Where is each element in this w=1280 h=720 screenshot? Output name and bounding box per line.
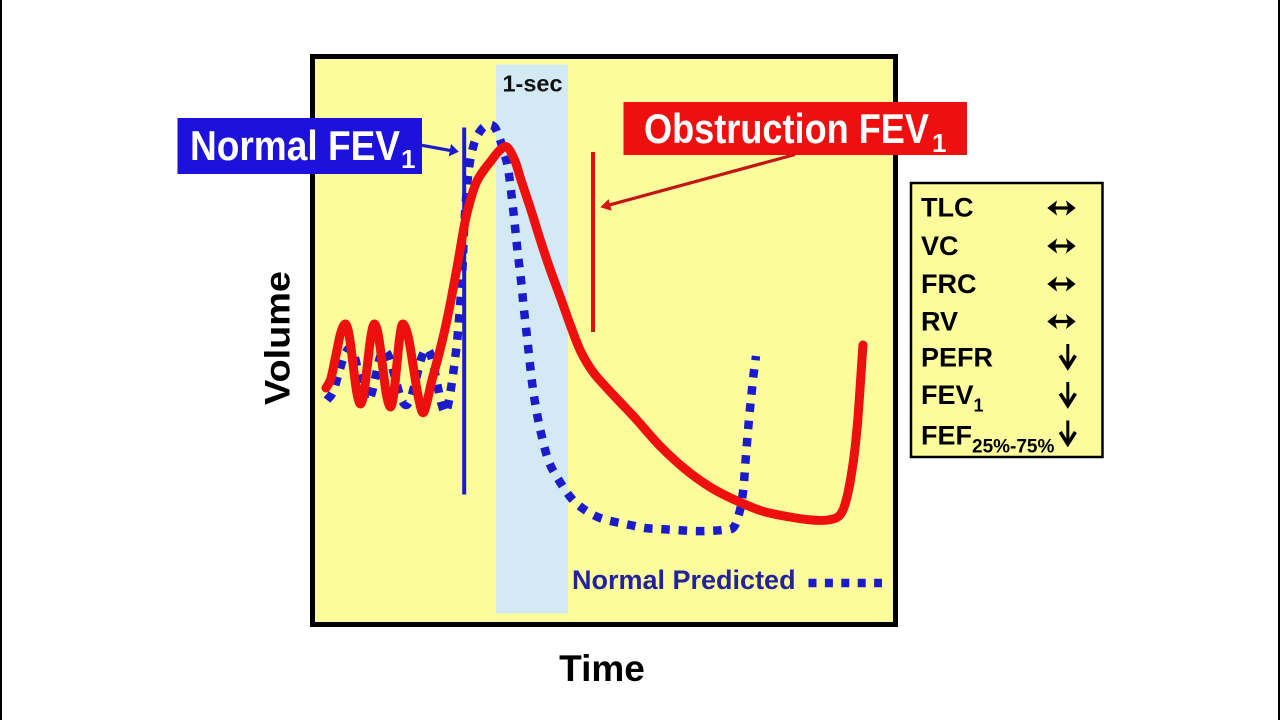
svg-text:TLC: TLC	[921, 193, 973, 223]
svg-text:FEV1: FEV1	[921, 380, 984, 416]
svg-text:1-sec: 1-sec	[502, 71, 562, 97]
svg-text:1: 1	[932, 128, 946, 158]
svg-text:1: 1	[401, 144, 415, 174]
svg-text:Normal Predicted: Normal Predicted	[572, 565, 796, 595]
svg-text:Obstruction FEV: Obstruction FEV	[644, 105, 929, 152]
svg-text:FRC: FRC	[921, 269, 977, 299]
svg-text:VC: VC	[921, 231, 959, 261]
svg-text:Time: Time	[559, 648, 645, 689]
svg-text:Volume: Volume	[259, 271, 298, 405]
svg-text:PEFR: PEFR	[921, 343, 993, 373]
svg-text:RV: RV	[921, 307, 958, 337]
svg-text:Normal FEV: Normal FEV	[190, 122, 400, 169]
